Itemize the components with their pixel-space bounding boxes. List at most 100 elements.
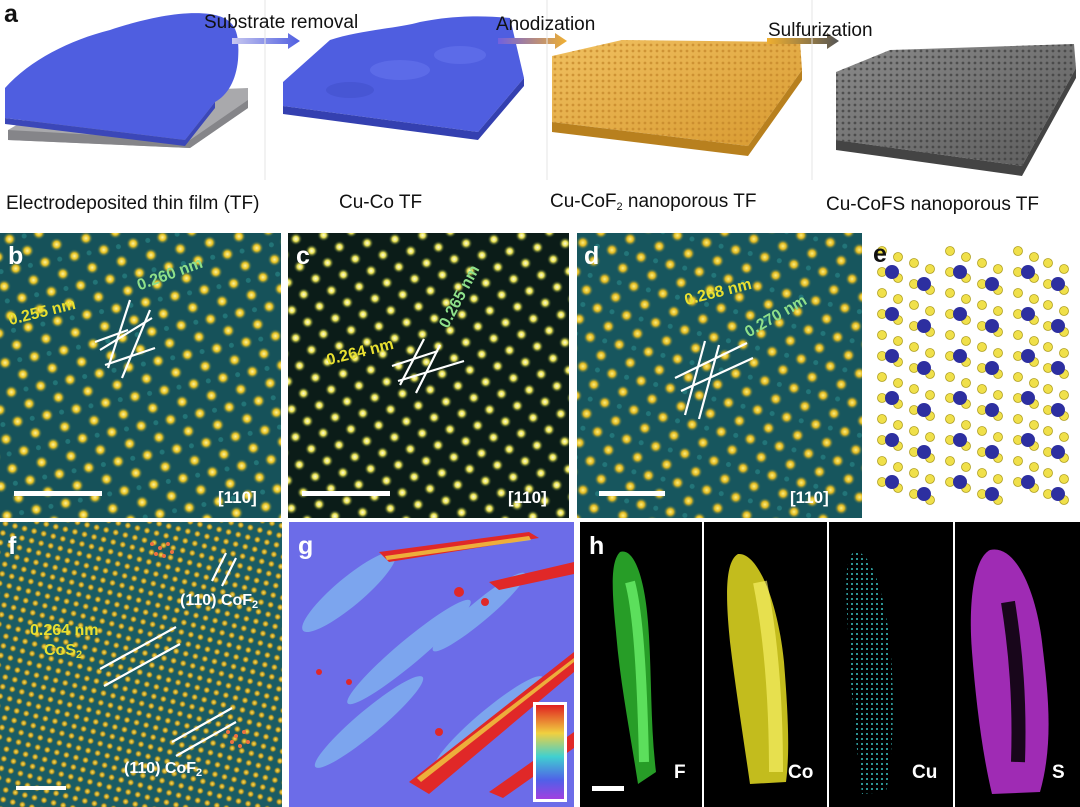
eds-label-cu: Cu	[912, 762, 938, 783]
sulfur-atom	[977, 384, 987, 394]
sulfur-atom	[1029, 336, 1039, 346]
sulfur-atom	[1043, 342, 1053, 352]
sulfur-atom	[1029, 378, 1039, 388]
sulfur-atom	[961, 420, 971, 430]
cobalt-atom	[917, 277, 931, 291]
sulfur-atom	[1013, 372, 1023, 382]
sulfur-atom	[993, 348, 1003, 358]
sulfur-atom	[993, 390, 1003, 400]
sulfur-atom	[1029, 252, 1039, 262]
sulfur-atom	[1059, 306, 1069, 316]
eds-label-f: F	[674, 762, 686, 783]
panel-g-label: g	[298, 532, 314, 560]
sulfur-atom	[1013, 288, 1023, 298]
cobalt-atom	[985, 319, 999, 333]
sulfur-atom	[1043, 300, 1053, 310]
panel-f-label: f	[8, 532, 17, 560]
cu-co-film	[283, 16, 524, 140]
sulfur-atom	[909, 342, 919, 352]
cof2-film	[552, 40, 802, 156]
panel-e-label: e	[873, 240, 887, 268]
sulfur-atom	[977, 426, 987, 436]
sulfur-atom	[1059, 264, 1069, 274]
cobalt-atom	[1051, 361, 1065, 375]
panel-c-hrtem	[288, 233, 569, 518]
panel-b-hrtem	[0, 233, 281, 518]
sulfur-atom	[993, 306, 1003, 316]
sulfur-atom	[977, 468, 987, 478]
sulfur-atom	[945, 246, 955, 256]
sulfur-atom	[977, 258, 987, 268]
cobalt-atom	[953, 307, 967, 321]
cobalt-atom	[985, 487, 999, 501]
panel-g-strain-map	[289, 522, 574, 807]
sulfur-atom	[893, 420, 903, 430]
sulfur-atom	[909, 426, 919, 436]
panel-d-label: d	[584, 242, 600, 270]
panel-e-crystal-model	[866, 233, 1080, 518]
cobalt-atom	[885, 433, 899, 447]
sulfur-atom	[909, 468, 919, 478]
cobalt-atom	[1051, 319, 1065, 333]
sulfur-atom	[1059, 390, 1069, 400]
cobalt-atom	[1021, 349, 1035, 363]
panel-b-zone-axis: [110]	[218, 488, 257, 507]
cobalt-atom	[917, 487, 931, 501]
caption-cu-cofs: Cu-CoFS nanoporous TF	[826, 194, 1039, 215]
caption-electrodeposited: Electrodeposited thin film (TF)	[6, 193, 260, 214]
sulfur-atom	[1059, 348, 1069, 358]
sulfur-atom	[993, 264, 1003, 274]
sulfur-atom	[909, 300, 919, 310]
cobalt-atom	[885, 349, 899, 363]
sulfur-atom	[925, 348, 935, 358]
cobalt-atom	[1051, 445, 1065, 459]
lattice-image-d	[577, 233, 862, 518]
step-label-substrate-removal: Substrate removal	[204, 12, 359, 33]
cobalt-atom	[985, 277, 999, 291]
sulfur-atom	[993, 432, 1003, 442]
sulfur-atom	[1029, 294, 1039, 304]
sulfur-atom	[1059, 474, 1069, 484]
eds-label-co: Co	[788, 762, 814, 783]
sulfur-atom	[893, 294, 903, 304]
cobalt-atom	[917, 361, 931, 375]
electrodeposited-film	[5, 13, 248, 148]
sulfur-atom	[893, 378, 903, 388]
sulfur-atom	[1013, 330, 1023, 340]
sulfur-atom	[877, 456, 887, 466]
cobalt-atom	[917, 445, 931, 459]
eds-label-s: S	[1052, 762, 1065, 783]
cobalt-atom	[885, 391, 899, 405]
arrow-2	[498, 33, 567, 49]
arrow-1	[232, 33, 300, 49]
panel-d-zone-axis: [110]	[790, 488, 829, 507]
process-schematic	[5, 0, 1076, 180]
panel-f-plane-label-top: (110) CoF2	[180, 592, 259, 611]
sulfur-atom	[877, 288, 887, 298]
sulfur-atom	[961, 336, 971, 346]
step-label-sulfurization: Sulfurization	[768, 20, 873, 41]
sulfur-atom	[945, 456, 955, 466]
sulfur-atom	[877, 414, 887, 424]
cobalt-atom	[1021, 391, 1035, 405]
cobalt-atom	[1021, 265, 1035, 279]
cobalt-atom	[953, 433, 967, 447]
cobalt-atom	[985, 445, 999, 459]
caption-cu-cof2: Cu-CoF2 nanoporous TF	[550, 191, 757, 213]
panel-h-label: h	[589, 532, 605, 560]
sulfur-atom	[1043, 258, 1053, 268]
cobalt-atom	[885, 475, 899, 489]
panel-c-label: c	[296, 242, 310, 270]
sulfur-atom	[977, 342, 987, 352]
lattice-image-b	[0, 233, 281, 518]
sulfur-atom	[1013, 414, 1023, 424]
panel-f-spacing: 0.264 nm	[30, 622, 99, 639]
sulfur-atom	[961, 252, 971, 262]
caption-cu-co: Cu-Co TF	[339, 192, 423, 213]
cobalt-atom	[885, 307, 899, 321]
panel-h-eds-maps	[580, 522, 1080, 807]
panel-f-phase-cos2: CoS2	[44, 642, 83, 661]
sulfur-atom	[993, 474, 1003, 484]
sulfur-atom	[877, 330, 887, 340]
sulfur-atom	[1043, 468, 1053, 478]
